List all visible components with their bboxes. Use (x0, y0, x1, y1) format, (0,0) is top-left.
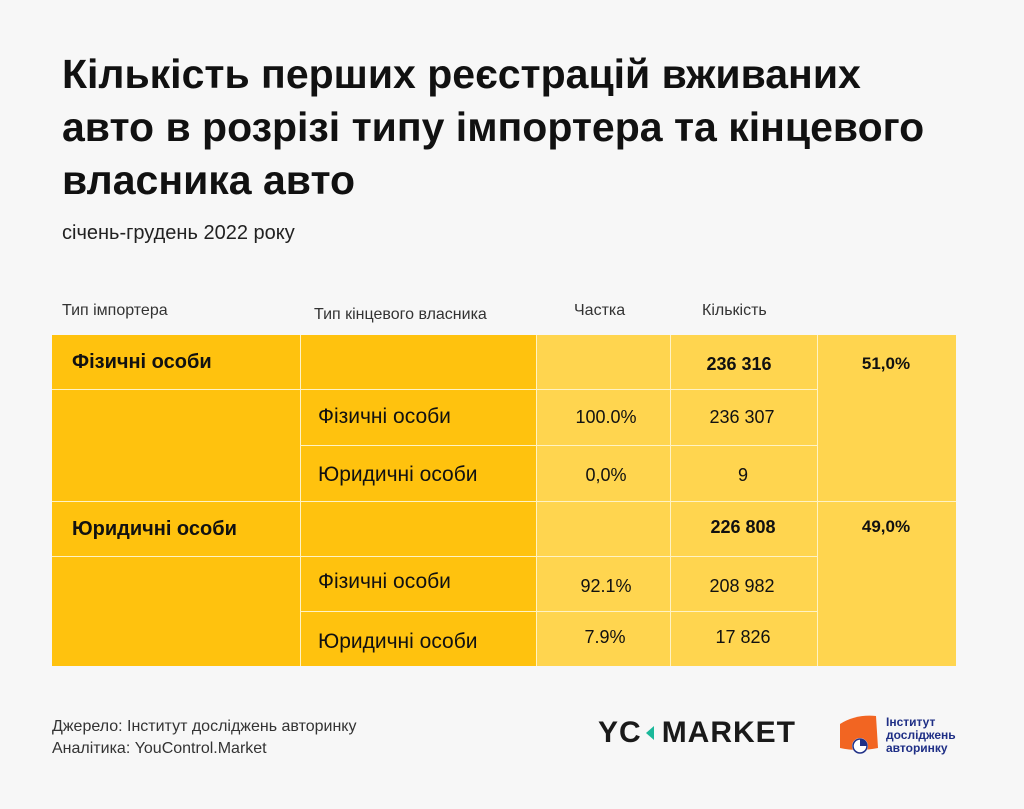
institute-line: Інститут (886, 715, 936, 729)
analytics-line: Аналітика: YouControl.Market (52, 740, 267, 757)
column-header-share: Частка (574, 302, 626, 319)
grid-line (300, 445, 817, 446)
row-count: 17 826 (715, 627, 771, 647)
source-line: Джерело: Інститут досліджень авторинку (52, 718, 357, 735)
row-share: 7.9% (584, 627, 626, 647)
row-owner-label: Фізичні особи (318, 405, 451, 428)
group-importer-label: Юридичні особи (72, 518, 237, 540)
grid-line (300, 335, 301, 666)
page-subtitle: січень-грудень 2022 року (62, 222, 295, 244)
share-column-bg (536, 335, 670, 666)
row-share: 0,0% (585, 465, 627, 485)
group-importer-label: Фізичні особи (72, 351, 212, 373)
row-owner-label: Юридичні особи (318, 630, 478, 653)
institute-line: авторинку (886, 741, 948, 755)
row-count: 9 (737, 465, 749, 485)
group-total-share: 49,0% (861, 517, 911, 536)
row-share: 100.0% (575, 407, 637, 427)
total-share-column-bg (817, 335, 956, 666)
source-note: Джерело: Інститут досліджень авторинку А… (52, 716, 356, 760)
grid-line (670, 335, 671, 666)
yc-logo-letters: YC (598, 716, 642, 749)
column-header-importer: Тип імпортера (62, 302, 168, 319)
group-total-count: 226 808 (710, 517, 776, 537)
logo-arrow-icon (645, 726, 654, 740)
page-title: Кількість перших реєстрацій вживаних авт… (62, 51, 925, 203)
row-owner-label: Фізичні особи (318, 570, 451, 593)
grid-line (300, 611, 817, 612)
grid-line (52, 556, 817, 557)
importer-column-bg (52, 335, 300, 666)
column-header-owner: Тип кінцевого власника (314, 306, 487, 323)
owner-column-bg (300, 335, 536, 666)
grid-line (536, 335, 537, 666)
column-header-count: Кількість (702, 302, 767, 319)
row-owner-label: Юридичні особи (318, 463, 478, 486)
institute-line: досліджень (886, 728, 956, 742)
row-count: 208 982 (709, 576, 775, 596)
yc-logo-market: MARKET (661, 716, 797, 749)
institute-logo-text: Інститут досліджень авторинку (886, 716, 956, 755)
institute-logo-icon (840, 715, 878, 754)
row-count: 236 307 (709, 407, 775, 427)
grid-line (52, 501, 956, 502)
group-total-count: 236 316 (706, 354, 772, 374)
grid-line (52, 389, 817, 390)
grid-line (817, 335, 818, 666)
row-share: 92.1% (580, 576, 632, 596)
youcontrol-market-logo: YC MARKET (598, 716, 796, 750)
count-column-bg (670, 335, 817, 666)
group-total-share: 51,0% (861, 354, 911, 373)
